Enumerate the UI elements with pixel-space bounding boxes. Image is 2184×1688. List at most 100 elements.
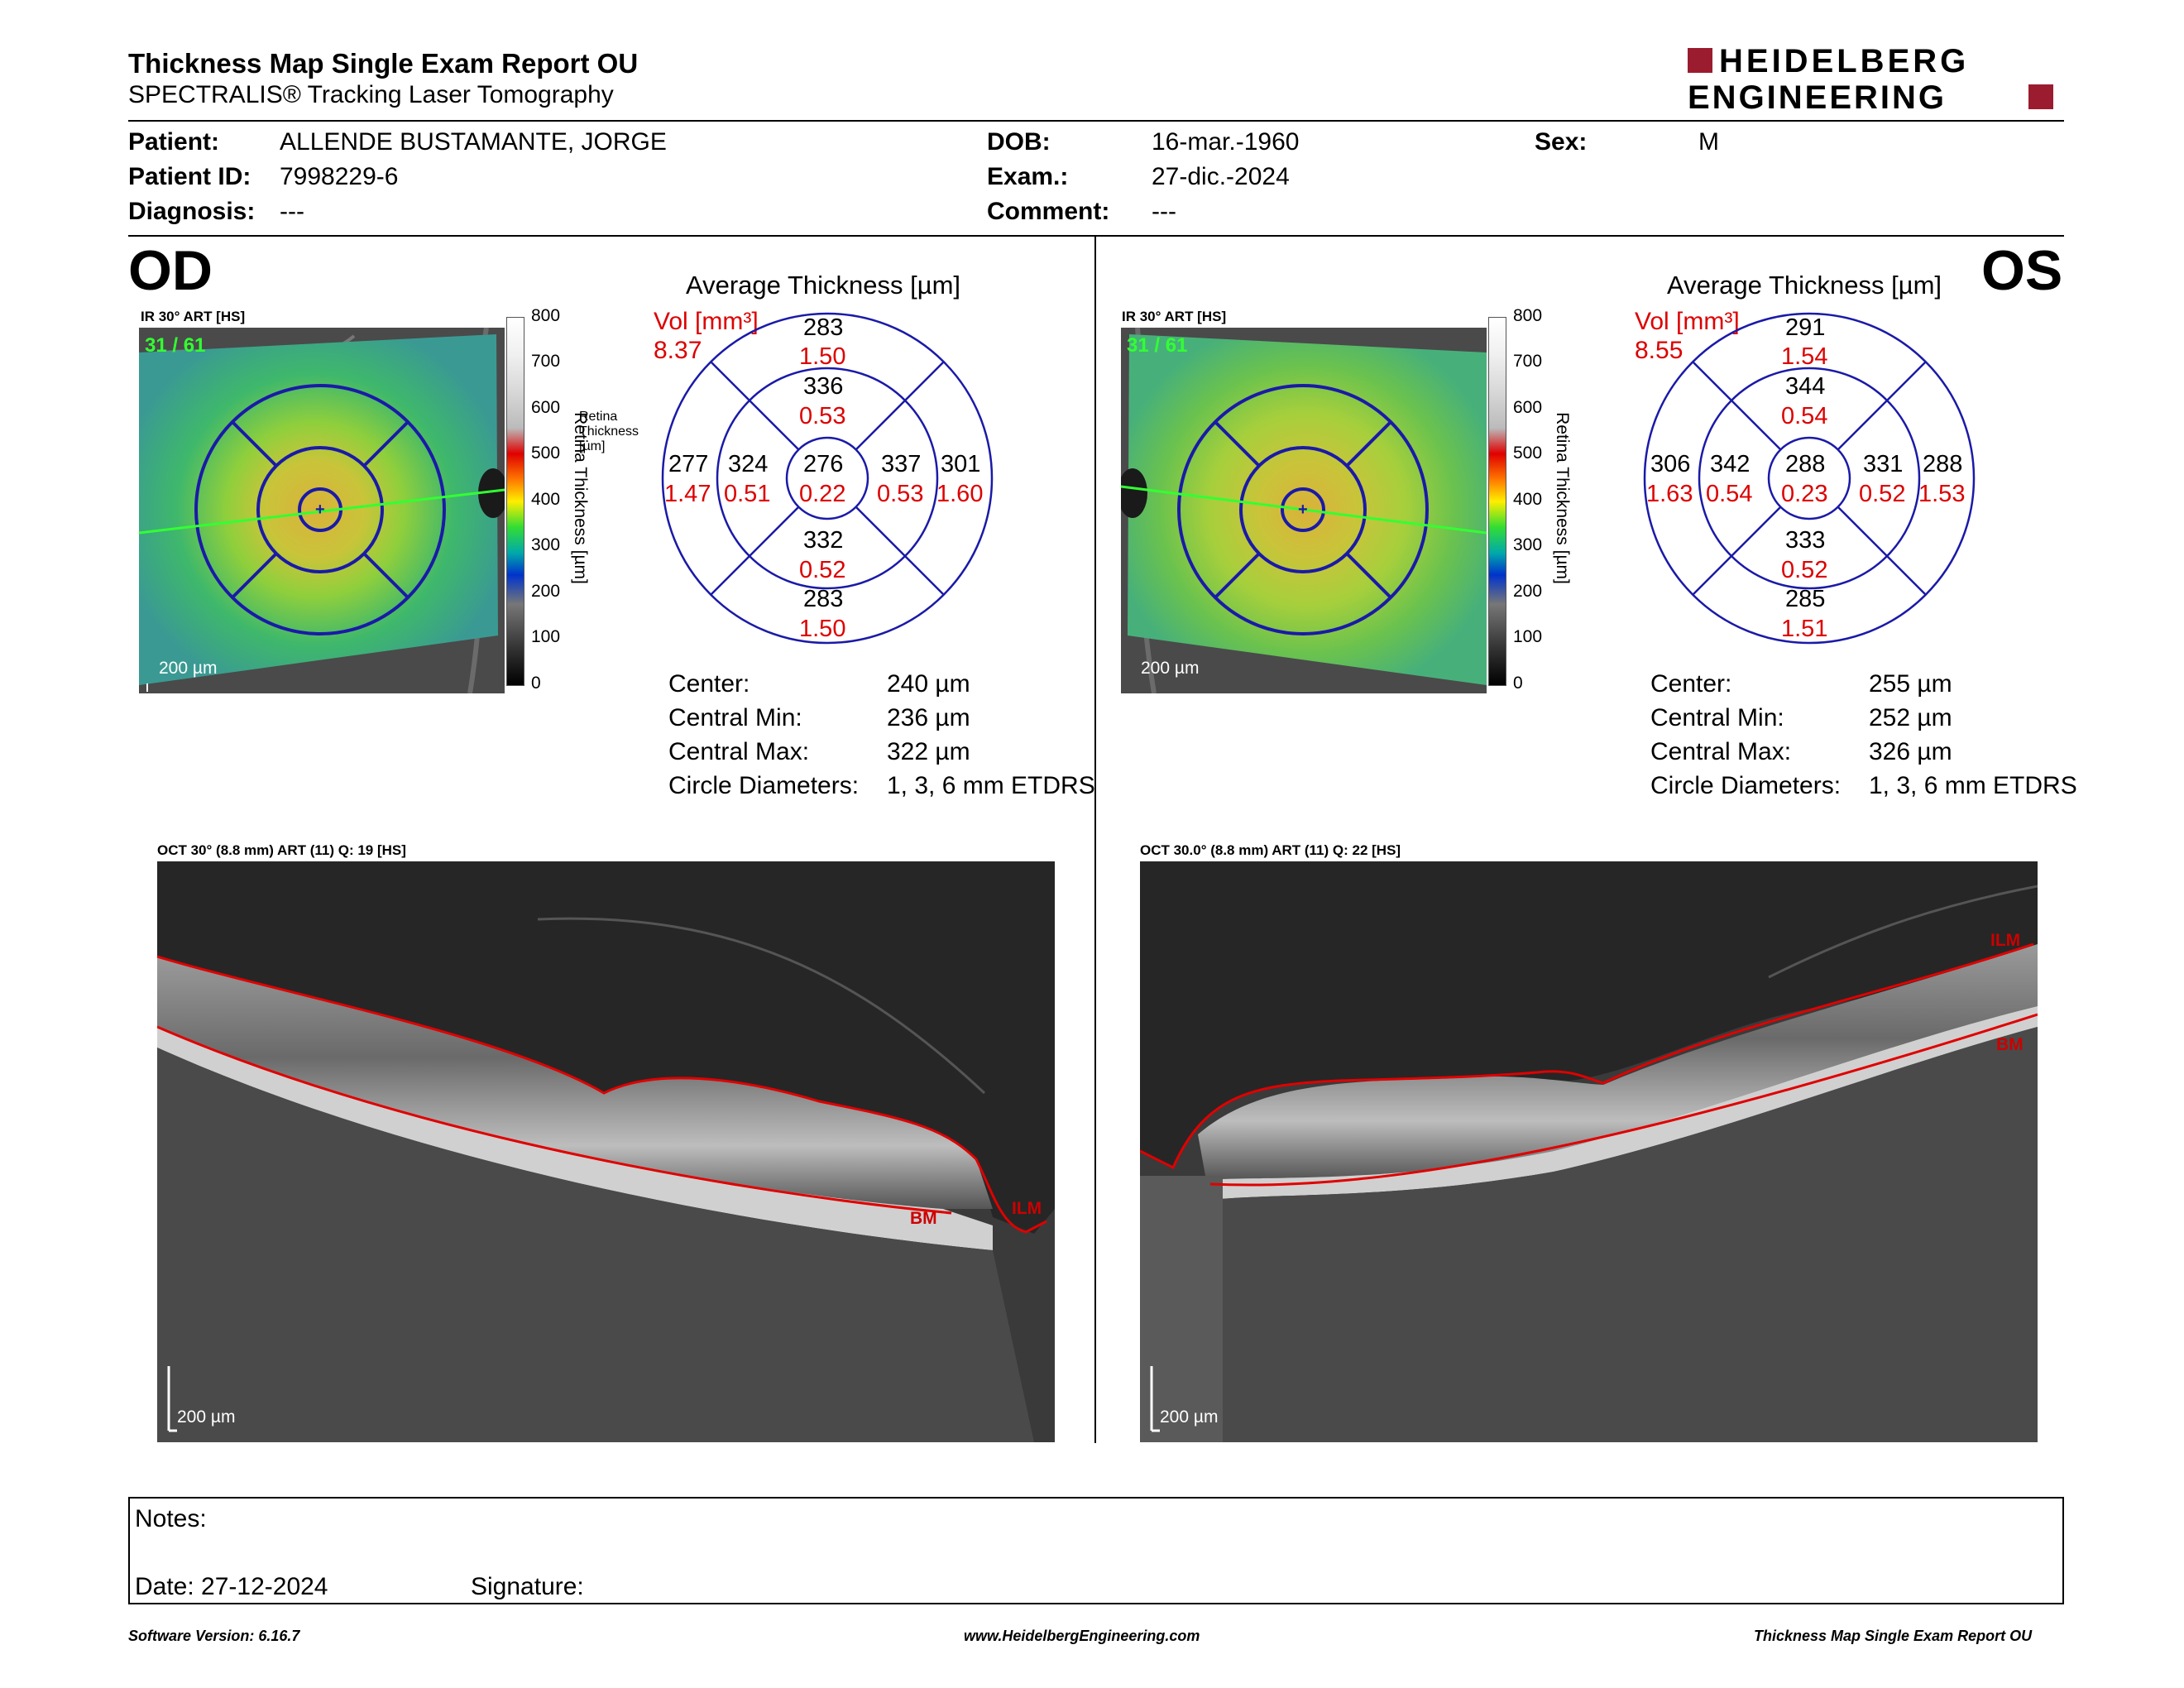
od-outer-temp-vol: 1.47 bbox=[664, 481, 711, 507]
patient-label: Patient: bbox=[128, 128, 220, 156]
os-outer-sup-vol: 1.54 bbox=[1781, 343, 1828, 370]
os-inner-sup: 344 bbox=[1785, 373, 1826, 400]
od-tick-100: 100 bbox=[531, 627, 561, 646]
heidelberg-logo: HEIDELBERG ENGINEERING bbox=[1688, 43, 2068, 117]
os-center-vol: 0.23 bbox=[1781, 481, 1828, 507]
notes-date: Date: 27-12-2024 bbox=[135, 1573, 328, 1600]
os-center: 288 bbox=[1785, 451, 1826, 477]
dob-label: DOB: bbox=[987, 128, 1051, 156]
os-eye-label: OS bbox=[1981, 239, 2063, 302]
od-oct-graphic bbox=[157, 861, 1055, 1442]
os-bm-label: BM bbox=[1996, 1035, 2024, 1054]
od-outer-inf-vol: 1.50 bbox=[799, 616, 846, 642]
od-tick-800: 800 bbox=[531, 306, 561, 325]
comment-value: --- bbox=[1152, 198, 1176, 225]
od-oct-scan: ILM BM 200 µm bbox=[157, 861, 1055, 1442]
os-inner-temp: 342 bbox=[1710, 451, 1751, 477]
logo-line2: ENGINEERING bbox=[1688, 79, 1947, 116]
od-outer-nas-vol: 1.60 bbox=[936, 481, 984, 507]
od-ir-label: IR 30° ART [HS] bbox=[141, 309, 246, 324]
os-outer-nas-vol: 1.53 bbox=[1918, 481, 1966, 507]
os-min-label: Central Min: bbox=[1650, 704, 1784, 731]
notes-signature: Signature: bbox=[471, 1573, 584, 1600]
os-outer-sup: 291 bbox=[1785, 314, 1826, 341]
os-frame-count: 31 / 61 bbox=[1127, 334, 1188, 357]
od-colorbar-axis-title: Retina Thickness [µm] bbox=[571, 412, 590, 584]
os-colorbar bbox=[1488, 317, 1506, 686]
eye-divider bbox=[1094, 237, 1096, 1443]
os-tick-0: 0 bbox=[1513, 674, 1523, 693]
os-tick-200: 200 bbox=[1513, 582, 1543, 601]
od-avg-title: Average Thickness [µm] bbox=[686, 271, 961, 300]
os-colorbar-ticks: 800 700 600 500 400 300 200 100 0 bbox=[1513, 306, 1563, 695]
od-ilm-label: ILM bbox=[1012, 1199, 1042, 1218]
os-outer-inf: 285 bbox=[1785, 586, 1826, 612]
report-subtitle: SPECTRALIS® Tracking Laser Tomography bbox=[128, 81, 614, 108]
od-diam-label: Circle Diameters: bbox=[668, 772, 860, 799]
logo-square-icon-2 bbox=[2028, 84, 2053, 109]
od-max-value: 322 µm bbox=[887, 738, 970, 765]
os-tick-700: 700 bbox=[1513, 352, 1543, 371]
footer-software-version: Software Version: 6.16.7 bbox=[128, 1628, 300, 1644]
diagnosis-value: --- bbox=[280, 198, 304, 225]
os-outer-inf-vol: 1.51 bbox=[1781, 616, 1828, 642]
os-outer-temp: 306 bbox=[1650, 451, 1691, 477]
os-outer-nas: 288 bbox=[1923, 451, 1963, 477]
sex-label: Sex: bbox=[1535, 128, 1588, 156]
od-inner-nas-vol: 0.53 bbox=[877, 481, 924, 507]
od-vol-value: 8.37 bbox=[654, 337, 702, 364]
od-inner-sup: 336 bbox=[803, 373, 844, 400]
od-center-vol: 0.22 bbox=[799, 481, 846, 507]
od-max-label: Central Max: bbox=[668, 738, 810, 765]
patient-name: ALLENDE BUSTAMANTE, JORGE bbox=[280, 128, 667, 156]
os-inner-temp-vol: 0.54 bbox=[1706, 481, 1753, 507]
os-max-value: 326 µm bbox=[1869, 738, 1952, 765]
od-center: 276 bbox=[803, 451, 844, 477]
od-tick-700: 700 bbox=[531, 352, 561, 371]
os-center-label: Center: bbox=[1650, 670, 1732, 698]
os-inner-nas-vol: 0.52 bbox=[1859, 481, 1906, 507]
svg-text:+: + bbox=[315, 501, 325, 519]
od-colorbar-ticks: 800 700 600 500 400 300 200 100 0 bbox=[531, 306, 581, 695]
od-outer-sup-vol: 1.50 bbox=[799, 343, 846, 370]
od-outer-sup: 283 bbox=[803, 314, 844, 341]
od-tick-0: 0 bbox=[531, 674, 541, 693]
os-oct-scan: ILM BM 200 µm bbox=[1140, 861, 2038, 1442]
diagnosis-label: Diagnosis: bbox=[128, 198, 256, 225]
od-center-value: 240 µm bbox=[887, 670, 970, 698]
od-map-graphic: + bbox=[138, 327, 508, 694]
os-inner-sup-vol: 0.54 bbox=[1781, 403, 1828, 429]
os-oct-scale: 200 µm bbox=[1160, 1407, 1219, 1427]
od-oct-label: OCT 30° (8.8 mm) ART (11) Q: 19 [HS] bbox=[157, 842, 406, 858]
os-oct-graphic bbox=[1140, 861, 2038, 1442]
od-min-label: Central Min: bbox=[668, 704, 802, 731]
notes-box: Notes: Date: 27-12-2024 Signature: bbox=[128, 1497, 2064, 1604]
od-tick-200: 200 bbox=[531, 582, 561, 601]
od-outer-inf: 283 bbox=[803, 586, 844, 612]
os-tick-300: 300 bbox=[1513, 535, 1543, 554]
od-inner-nas: 337 bbox=[881, 451, 922, 477]
os-vol-label: Vol [mm³] bbox=[1635, 308, 1740, 335]
os-tick-500: 500 bbox=[1513, 444, 1543, 463]
logo-line1: HEIDELBERG bbox=[1719, 43, 1970, 79]
os-colorbar-axis-title: Retina Thickness [µm] bbox=[1553, 412, 1572, 584]
os-diam-label: Circle Diameters: bbox=[1650, 772, 1842, 799]
comment-label: Comment: bbox=[987, 198, 1110, 225]
os-inner-nas: 331 bbox=[1863, 451, 1904, 477]
od-frame-count: 31 / 61 bbox=[145, 334, 206, 357]
os-diam-value: 1, 3, 6 mm ETDRS bbox=[1869, 772, 2077, 799]
od-inner-temp: 324 bbox=[728, 451, 769, 477]
od-tick-600: 600 bbox=[531, 398, 561, 417]
os-thickness-map: + 31 / 61 200 µm bbox=[1118, 327, 1487, 694]
os-tick-100: 100 bbox=[1513, 627, 1543, 646]
os-center-value: 255 µm bbox=[1869, 670, 1952, 698]
od-vol-label: Vol [mm³] bbox=[654, 308, 759, 335]
sex-value: M bbox=[1698, 128, 1719, 156]
od-inner-sup-vol: 0.53 bbox=[799, 403, 846, 429]
dob-value: 16-mar.-1960 bbox=[1152, 128, 1300, 156]
os-outer-temp-vol: 1.63 bbox=[1646, 481, 1693, 507]
od-inner-inf-vol: 0.52 bbox=[799, 557, 846, 583]
os-vol-value: 8.55 bbox=[1635, 337, 1684, 364]
od-center-label: Center: bbox=[668, 670, 750, 698]
patient-id: 7998229-6 bbox=[280, 163, 399, 190]
